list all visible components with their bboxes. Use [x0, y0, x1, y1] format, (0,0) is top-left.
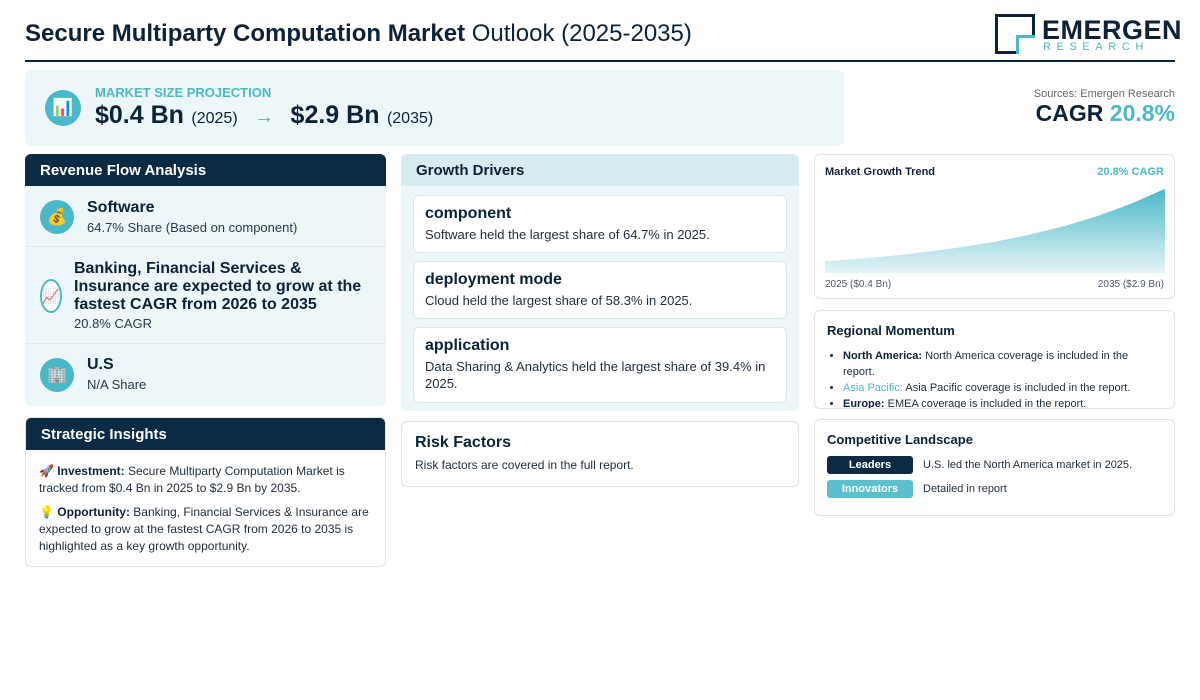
logo-name: EMERGEN [1042, 15, 1183, 45]
sources-text: Sources: Emergen Research [1033, 88, 1175, 100]
trend-area-chart [825, 188, 1165, 273]
page-title-bold: Secure Multiparty Computation Market [25, 20, 466, 47]
driver-title: deployment mode [425, 271, 562, 288]
region-text: North America coverage is included in th… [843, 350, 1129, 378]
innovators-badge: Innovators [827, 480, 913, 498]
revenue-item-subtitle: N/A Share [87, 377, 147, 392]
driver-text: Software held the largest share of 64.7%… [425, 227, 710, 242]
driver-item: application Data Sharing & Analytics hel… [413, 327, 787, 403]
page-title: Secure Multiparty Computation Market Out… [25, 20, 692, 48]
risk-factors-text: Risk factors are covered in the full rep… [415, 458, 634, 472]
region-name: Europe: [843, 398, 885, 409]
trend-title: Market Growth Trend [825, 166, 936, 178]
competitive-landscape-card: Competitive Landscape Leaders U.S. led t… [814, 419, 1175, 516]
driver-title: application [425, 337, 510, 354]
cagr-label: CAGR [1035, 100, 1104, 126]
investment-label: Investment: [57, 464, 125, 478]
regional-momentum-heading: Regional Momentum [827, 323, 955, 338]
lightbulb-icon: 💡 [39, 505, 54, 519]
building-icon: 🏢 [40, 358, 74, 392]
growth-drivers-heading: Growth Drivers [401, 154, 799, 186]
money-bag-icon: 💰 [40, 200, 74, 234]
strategic-insights-card: Strategic Insights 🚀 Investment: Secure … [25, 417, 386, 567]
opportunity-insight: 💡 Opportunity: Banking, Financial Servic… [39, 504, 377, 555]
revenue-item: 📈 Banking, Financial Services & Insuranc… [25, 247, 386, 344]
market-size-projection: 📊 MARKET SIZE PROJECTION $0.4 Bn (2025) … [25, 70, 844, 146]
competitive-row: Innovators Detailed in report [827, 480, 1164, 498]
region-name: North America: [843, 350, 923, 362]
trend-end-label: 2035 ($2.9 Bn) [1097, 279, 1164, 290]
logo-subtitle: RESEARCH [1043, 41, 1149, 53]
growth-drivers-card: Growth Drivers component Software held t… [401, 154, 799, 411]
cagr-summary: CAGR 20.8% [1036, 100, 1175, 127]
revenue-item-title: Software [87, 199, 155, 216]
arrow-right-icon: → [254, 106, 275, 128]
header: Secure Multiparty Computation Market Out… [25, 10, 1182, 62]
trend-cagr: 20.8% CAGR [1097, 166, 1164, 178]
list-item: Asia Pacific: Asia Pacific coverage is i… [843, 380, 1162, 396]
investment-insight: 🚀 Investment: Secure Multiparty Computat… [39, 463, 377, 497]
revenue-item: 🏢 U.S N/A Share [25, 344, 386, 406]
competitive-text: Detailed in report [923, 483, 1007, 495]
risk-factors-card: Risk Factors Risk factors are covered in… [401, 421, 799, 487]
revenue-item: 💰 Software 64.7% Share (Based on compone… [25, 187, 386, 247]
trend-area [825, 188, 1165, 273]
end-value: $2.9 Bn [290, 101, 380, 129]
cagr-value: 20.8% [1109, 100, 1175, 126]
driver-text: Data Sharing & Analytics held the larges… [425, 359, 766, 391]
risk-factors-heading: Risk Factors [415, 434, 512, 451]
start-value: $0.4 Bn [95, 101, 184, 129]
competitive-row: Leaders U.S. led the North America marke… [827, 456, 1164, 474]
regional-list: North America: North America coverage is… [827, 348, 1162, 409]
region-text: EMEA coverage is included in the report. [887, 398, 1087, 409]
page-title-rest: Outlook (2025-2035) [471, 20, 692, 47]
driver-item: component Software held the largest shar… [413, 195, 787, 253]
revenue-item-subtitle: 64.7% Share (Based on component) [87, 220, 298, 235]
revenue-item-title: U.S [87, 356, 114, 373]
market-growth-trend-card: Market Growth Trend 20.8% CAGR 2025 ($0.… [814, 154, 1175, 299]
competitive-text: U.S. led the North America market in 202… [923, 459, 1133, 471]
start-year: (2025) [191, 110, 238, 127]
revenue-flow-card: Revenue Flow Analysis 💰 Software 64.7% S… [25, 154, 386, 406]
revenue-flow-heading: Revenue Flow Analysis [25, 154, 386, 186]
driver-item: deployment mode Cloud held the largest s… [413, 261, 787, 319]
investment-text: Secure Multiparty Computation Market is … [39, 464, 345, 495]
region-text: Asia Pacific coverage is included in the… [905, 382, 1131, 394]
logo-mark-icon [995, 14, 1035, 54]
driver-title: component [425, 205, 512, 222]
projection-label: MARKET SIZE PROJECTION [95, 85, 272, 100]
strategic-insights-heading: Strategic Insights [26, 418, 385, 450]
list-item: North America: North America coverage is… [843, 348, 1162, 380]
region-name: Asia Pacific: [843, 382, 903, 394]
leaders-badge: Leaders [827, 456, 913, 474]
opportunity-label: Opportunity: [57, 505, 130, 519]
trend-up-icon: 📈 [40, 279, 62, 313]
projection-values: $0.4 Bn (2025) → $2.9 Bn (2035) [95, 101, 433, 130]
bar-chart-icon: 📊 [45, 90, 81, 126]
regional-momentum-card: Regional Momentum North America: North A… [814, 310, 1175, 409]
trend-start-label: 2025 ($0.4 Bn) [825, 279, 892, 290]
revenue-item-title: Banking, Financial Services & Insurance … [74, 260, 362, 313]
end-year: (2035) [386, 110, 434, 127]
list-item: Europe: EMEA coverage is included in the… [843, 396, 1162, 409]
rocket-icon: 🚀 [39, 464, 54, 478]
emergen-logo: EMERGEN RESEARCH [995, 14, 1182, 56]
opportunity-text: Banking, Financial Services & Insurance … [39, 505, 369, 553]
revenue-item-subtitle: 20.8% CAGR [74, 316, 153, 331]
driver-text: Cloud held the largest share of 58.3% in… [425, 293, 693, 308]
competitive-landscape-heading: Competitive Landscape [827, 432, 973, 447]
